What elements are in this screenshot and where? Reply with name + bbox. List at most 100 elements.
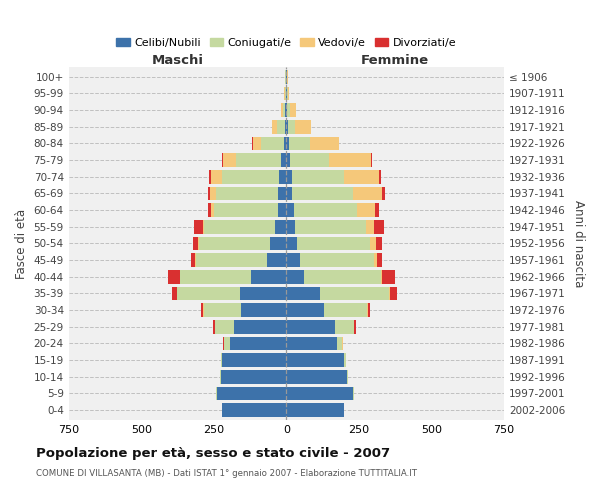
Bar <box>355 320 356 334</box>
Bar <box>221 154 223 167</box>
Bar <box>288 86 289 101</box>
Bar <box>283 104 286 117</box>
Bar <box>172 286 177 300</box>
Bar <box>374 254 377 267</box>
Bar <box>295 120 311 134</box>
Text: Maschi: Maschi <box>151 54 203 67</box>
Bar <box>286 236 298 250</box>
Bar <box>281 154 286 167</box>
Bar <box>286 154 290 167</box>
Y-axis label: Fasce di età: Fasce di età <box>15 208 28 278</box>
Bar <box>324 304 367 317</box>
Bar <box>217 386 286 400</box>
Bar <box>286 254 300 267</box>
Bar <box>286 404 344 417</box>
Bar <box>337 336 343 350</box>
Bar <box>304 270 380 283</box>
Bar <box>286 220 295 234</box>
Bar <box>367 304 368 317</box>
Bar <box>221 354 223 367</box>
Bar <box>223 170 279 183</box>
Bar <box>193 236 198 250</box>
Bar <box>278 204 286 217</box>
Bar <box>213 320 215 334</box>
Bar <box>287 104 290 117</box>
Text: Popolazione per età, sesso e stato civile - 2007: Popolazione per età, sesso e stato civil… <box>36 448 390 460</box>
Bar <box>181 270 251 283</box>
Bar <box>203 220 204 234</box>
Bar <box>221 370 286 384</box>
Bar <box>286 186 292 200</box>
Bar <box>380 270 382 283</box>
Bar <box>285 120 286 134</box>
Bar <box>357 204 375 217</box>
Y-axis label: Anni di nascita: Anni di nascita <box>572 200 585 287</box>
Bar <box>279 170 286 183</box>
Bar <box>240 286 286 300</box>
Bar <box>211 204 214 217</box>
Bar <box>390 286 397 300</box>
Bar <box>285 86 286 101</box>
Bar <box>223 354 286 367</box>
Bar <box>344 354 346 367</box>
Bar <box>329 154 371 167</box>
Bar <box>286 270 304 283</box>
Bar <box>293 204 357 217</box>
Bar <box>272 120 277 134</box>
Bar <box>253 136 261 150</box>
Bar <box>201 304 203 317</box>
Bar <box>320 286 389 300</box>
Bar <box>224 336 230 350</box>
Bar <box>353 186 382 200</box>
Bar <box>278 186 286 200</box>
Bar <box>191 254 196 267</box>
Bar <box>290 154 329 167</box>
Bar <box>310 136 338 150</box>
Bar <box>199 236 271 250</box>
Bar <box>215 320 234 334</box>
Bar <box>286 104 287 117</box>
Bar <box>376 236 382 250</box>
Bar <box>203 304 241 317</box>
Bar <box>223 404 286 417</box>
Bar <box>216 186 278 200</box>
Bar <box>292 186 353 200</box>
Bar <box>295 220 366 234</box>
Bar <box>178 286 240 300</box>
Bar <box>375 204 379 217</box>
Bar <box>209 170 211 183</box>
Bar <box>286 170 292 183</box>
Bar <box>204 220 275 234</box>
Bar <box>230 336 286 350</box>
Bar <box>292 170 344 183</box>
Bar <box>286 320 335 334</box>
Bar <box>210 186 216 200</box>
Bar <box>271 236 286 250</box>
Bar <box>377 254 382 267</box>
Bar <box>287 86 288 101</box>
Bar <box>286 336 337 350</box>
Bar <box>379 170 382 183</box>
Bar <box>211 170 223 183</box>
Bar <box>234 320 286 334</box>
Bar <box>286 120 288 134</box>
Bar <box>286 204 293 217</box>
Bar <box>371 154 373 167</box>
Bar <box>277 120 285 134</box>
Bar <box>382 270 395 283</box>
Bar <box>366 220 374 234</box>
Bar <box>268 254 286 267</box>
Bar <box>179 270 181 283</box>
Bar <box>344 170 379 183</box>
Bar <box>208 204 211 217</box>
Bar <box>214 204 278 217</box>
Bar <box>286 370 347 384</box>
Bar <box>198 236 199 250</box>
Bar <box>275 220 286 234</box>
Bar <box>208 186 210 200</box>
Bar <box>169 270 179 283</box>
Bar <box>300 254 374 267</box>
Bar <box>374 220 385 234</box>
Bar <box>286 354 344 367</box>
Bar <box>284 136 286 150</box>
